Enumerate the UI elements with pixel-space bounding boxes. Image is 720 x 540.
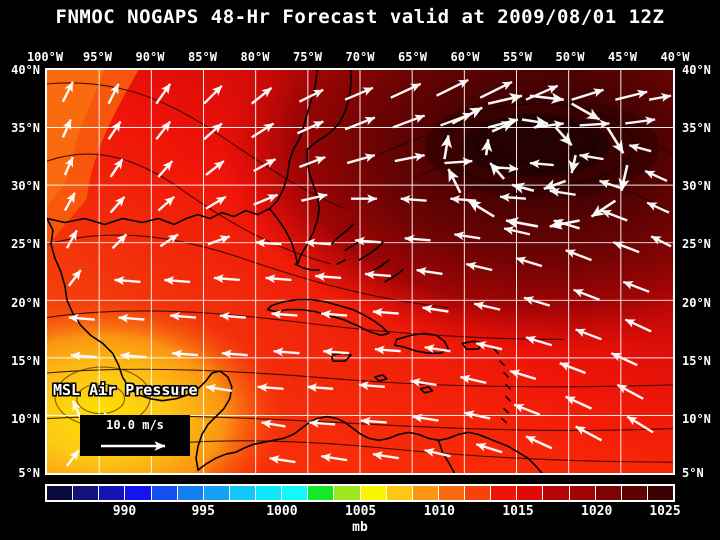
colorbar-swatch bbox=[151, 486, 178, 500]
lon-tick-label: 65°W bbox=[398, 50, 427, 64]
lat-tick-label-right: 20°N bbox=[682, 295, 711, 310]
wind-vector-field bbox=[61, 78, 672, 467]
lon-tick-label: 75°W bbox=[293, 50, 322, 64]
pressure-colorbar[interactable] bbox=[45, 484, 675, 502]
lon-tick-label: 90°W bbox=[135, 50, 165, 64]
lat-tick-label-right: 35°N bbox=[682, 121, 711, 136]
colorbar-swatch bbox=[282, 486, 309, 500]
map-canvas bbox=[47, 70, 673, 473]
wind-reference-label: 10.0 m/s bbox=[106, 418, 164, 432]
lat-tick-label-left: 30°N bbox=[11, 179, 40, 194]
colorbar-swatch bbox=[334, 486, 361, 500]
lat-tick-label-right: 40°N bbox=[682, 63, 711, 77]
colorbar-tick-label: 1020 bbox=[581, 504, 613, 519]
lat-tick-label-left: 35°N bbox=[11, 121, 40, 136]
colorbar-tick-label: 1015 bbox=[502, 504, 534, 519]
lat-tick-label-right: 15°N bbox=[682, 353, 711, 368]
colorbar-tick-label: 1000 bbox=[266, 504, 298, 519]
lat-tick-label-left: 10°N bbox=[11, 411, 40, 426]
lat-tick-label-left: 25°N bbox=[11, 237, 40, 252]
colorbar-swatch bbox=[47, 486, 74, 500]
colorbar-swatch bbox=[99, 486, 126, 500]
forecast-map-plot[interactable] bbox=[45, 68, 675, 475]
colorbar-swatch bbox=[569, 486, 596, 500]
lat-tick-label-right: 25°N bbox=[682, 237, 711, 252]
colorbar-swatch bbox=[386, 486, 413, 500]
lon-tick-label: 40°W bbox=[660, 50, 690, 64]
colorbar-swatch bbox=[229, 486, 256, 500]
colorbar-swatch bbox=[412, 486, 439, 500]
lon-tick-label: 85°W bbox=[188, 50, 217, 64]
lat-tick-label-right: 10°N bbox=[682, 411, 711, 426]
lon-tick-label: 70°W bbox=[345, 50, 375, 64]
lon-tick-label: 100°W bbox=[26, 50, 64, 64]
colorbar-swatch bbox=[203, 486, 230, 500]
colorbar-swatch bbox=[543, 486, 570, 500]
colorbar-swatch bbox=[73, 486, 100, 500]
colorbar-swatch bbox=[125, 486, 152, 500]
colorbar-swatch bbox=[491, 486, 518, 500]
colorbar-tick-label: 990 bbox=[112, 504, 137, 519]
lat-tick-label-right: 5°N bbox=[682, 466, 704, 480]
colorbar-unit-label: mb bbox=[352, 520, 368, 535]
lat-tick-label-left: 5°N bbox=[18, 466, 40, 480]
lat-tick-label-right: 30°N bbox=[682, 179, 711, 194]
anticyclone-circulation-vectors bbox=[440, 92, 630, 230]
lon-tick-label: 45°W bbox=[608, 50, 637, 64]
lon-tick-label: 50°W bbox=[555, 50, 585, 64]
lat-tick-label-left: 15°N bbox=[11, 353, 40, 368]
page-title: FNMOC NOGAPS 48-Hr Forecast valid at 200… bbox=[55, 6, 665, 28]
colorbar-swatch bbox=[177, 486, 204, 500]
colorbar-swatch bbox=[308, 486, 335, 500]
lat-tick-label-left: 20°N bbox=[11, 295, 40, 310]
colorbar-swatch bbox=[517, 486, 544, 500]
colorbar-swatch bbox=[621, 486, 648, 500]
colorbar-tick-label: 1010 bbox=[423, 504, 455, 519]
colorbar-swatch bbox=[595, 486, 622, 500]
wind-reference-legend: 10.0 m/s bbox=[80, 415, 190, 456]
colorbar-tick-label: 1005 bbox=[344, 504, 377, 519]
colorbar-swatch bbox=[360, 486, 387, 500]
field-label: MSL Air Pressure bbox=[53, 381, 198, 399]
colorbar-swatch bbox=[465, 486, 492, 500]
wind-reference-arrow-icon bbox=[101, 441, 166, 451]
lon-tick-label: 55°W bbox=[503, 50, 532, 64]
lon-tick-label: 80°W bbox=[240, 50, 270, 64]
colorbar-tick-label: 1025 bbox=[649, 504, 681, 519]
colorbar-swatch bbox=[438, 486, 465, 500]
colorbar-tick-label: 995 bbox=[191, 504, 215, 519]
colorbar-swatch bbox=[256, 486, 283, 500]
colorbar-swatch bbox=[647, 486, 673, 500]
lon-tick-label: 95°W bbox=[83, 50, 112, 64]
lon-tick-label: 60°W bbox=[450, 50, 480, 64]
lat-tick-label-left: 40°N bbox=[11, 63, 40, 77]
